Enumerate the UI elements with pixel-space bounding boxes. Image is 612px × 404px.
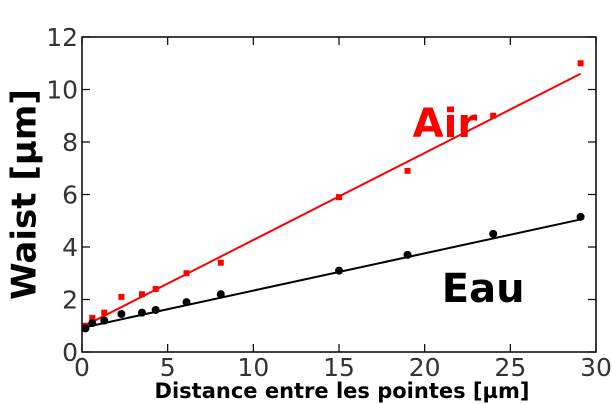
data-point-eau bbox=[100, 316, 109, 325]
y-tick-label: 12 bbox=[46, 23, 78, 52]
data-point-eau bbox=[137, 308, 146, 317]
x-tick-label: 0 bbox=[74, 353, 90, 382]
x-tick-label: 20 bbox=[409, 353, 441, 382]
data-point-eau bbox=[216, 290, 225, 299]
data-point-eau bbox=[88, 319, 97, 328]
data-point-air bbox=[101, 309, 108, 316]
x-tick-label: 30 bbox=[580, 353, 612, 382]
data-point-eau bbox=[117, 309, 126, 318]
data-point-eau bbox=[403, 250, 412, 259]
fit-line-air bbox=[81, 72, 582, 328]
fit-line-eau bbox=[81, 218, 581, 329]
y-tick-label: 6 bbox=[62, 181, 78, 210]
y-tick-label: 10 bbox=[46, 76, 78, 105]
x-axis-title: Distance entre les pointes [µm] bbox=[155, 379, 530, 403]
data-point-eau bbox=[81, 324, 90, 333]
data-point-air bbox=[183, 270, 190, 277]
y-tick-label: 8 bbox=[62, 128, 78, 157]
x-tick-label: 5 bbox=[160, 353, 176, 382]
data-point-air bbox=[89, 314, 96, 321]
annotation-air: Air bbox=[413, 101, 478, 147]
x-tick-label: 10 bbox=[237, 353, 269, 382]
y-tick-label: 2 bbox=[62, 286, 78, 315]
data-point-air bbox=[404, 167, 411, 174]
data-point-eau bbox=[182, 298, 191, 307]
data-point-air bbox=[336, 194, 342, 201]
y-axis-title: Waist [µm] bbox=[5, 89, 45, 300]
x-tick-label: 25 bbox=[494, 353, 526, 382]
data-point-eau bbox=[151, 306, 160, 314]
data-point-air bbox=[217, 259, 224, 266]
data-point-air bbox=[118, 293, 125, 300]
data-point-eau bbox=[489, 229, 498, 238]
y-tick-label: 0 bbox=[62, 338, 78, 367]
data-point-air bbox=[152, 286, 159, 292]
annotation-eau: Eau bbox=[442, 266, 525, 312]
data-point-air bbox=[577, 60, 584, 67]
data-point-eau bbox=[576, 212, 585, 221]
data-point-air bbox=[138, 291, 145, 298]
x-tick-label: 15 bbox=[323, 353, 355, 382]
data-point-air bbox=[490, 112, 497, 119]
y-tick-label: 4 bbox=[62, 233, 78, 262]
data-point-eau bbox=[335, 266, 343, 275]
